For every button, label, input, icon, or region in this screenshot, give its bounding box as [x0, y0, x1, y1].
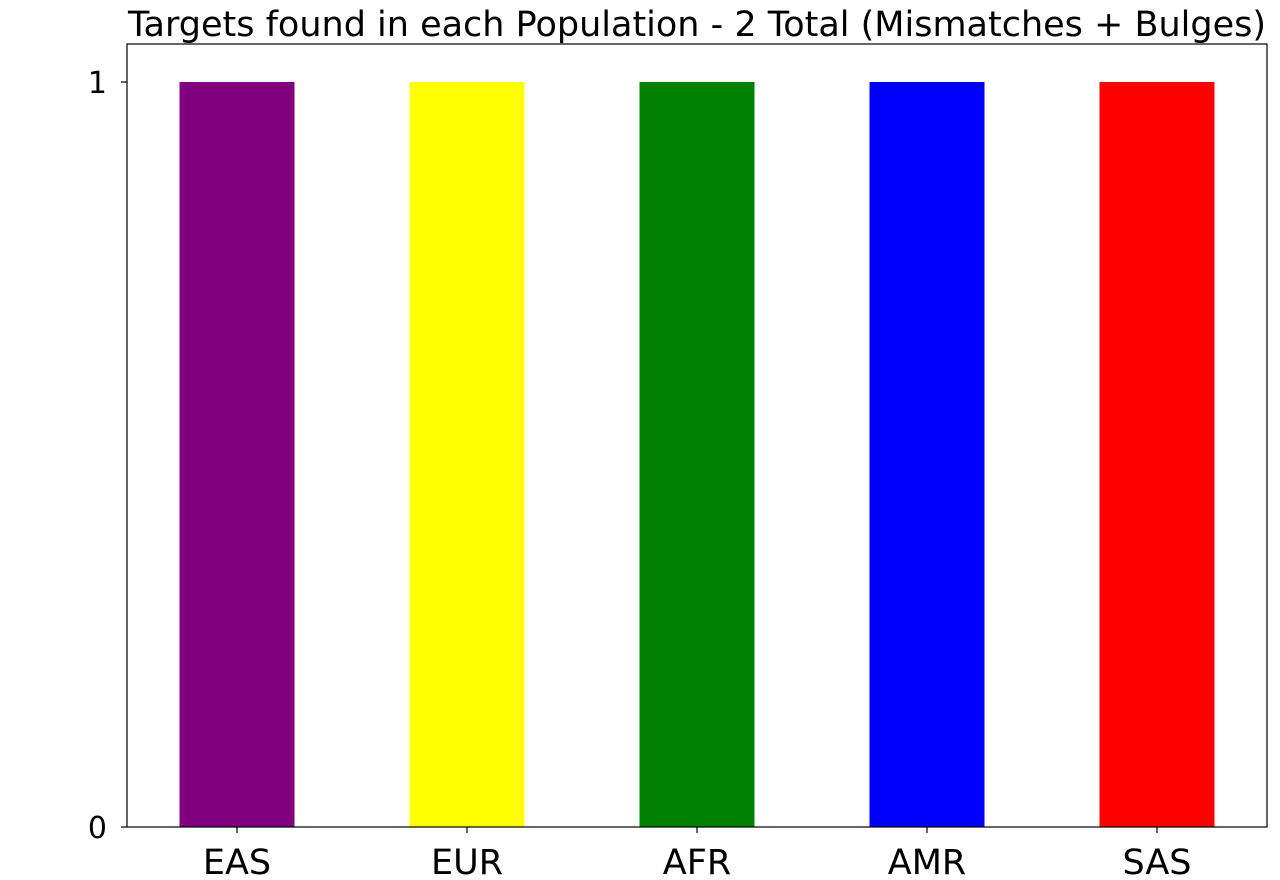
bar-amr [869, 82, 985, 827]
bar-eas [179, 82, 295, 827]
chart-title: Targets found in each Population - 2 Tot… [127, 5, 1266, 45]
bars-layer [179, 82, 1215, 827]
x-tick-label-afr: AFR [663, 843, 731, 880]
plot-area-frame [126, 43, 1268, 828]
x-tick-label-eur: EUR [431, 843, 503, 880]
x-axis: EAS EUR AFR AMR SAS [203, 827, 1192, 880]
x-tick-label-sas: SAS [1122, 843, 1191, 880]
bar-sas [1099, 82, 1215, 827]
x-tick-label-eas: EAS [203, 843, 271, 880]
y-tick-label-1: 1 [88, 66, 107, 101]
y-axis: 01 [88, 66, 127, 846]
x-tick-label-amr: AMR [888, 843, 966, 880]
bar-afr [639, 82, 755, 827]
y-tick-label-0: 0 [88, 811, 107, 846]
bar-eur [409, 82, 525, 827]
